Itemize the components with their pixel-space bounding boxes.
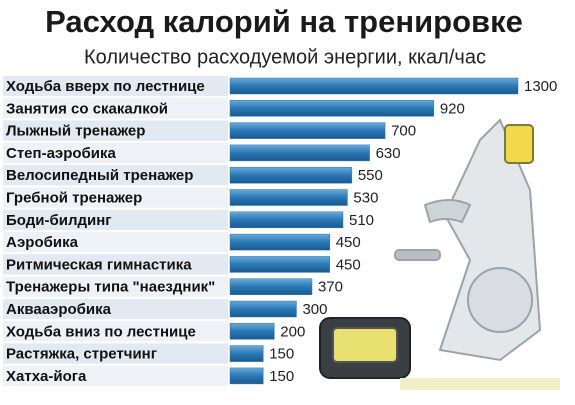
label-strip [3,321,228,342]
category-label: Гребной тренажер [6,189,142,206]
value-label: 530 [353,189,378,206]
value-label: 150 [269,346,294,363]
label-strip [3,298,228,320]
category-label: Занятия со скакалкой [6,100,168,117]
category-label: Ходьба вниз по лестнице [6,323,196,340]
bar [229,367,264,385]
bar [229,256,330,273]
value-label: 150 [269,368,294,385]
category-label: Тренажеры типа "наездник" [6,279,215,296]
category-label: Велосипедный тренажер [6,167,193,184]
value-label: 450 [336,256,361,273]
label-strip [3,120,228,141]
label-strip [3,231,228,253]
label-strip [3,276,228,297]
category-label: Степ-аэробика [6,145,117,162]
bar [229,100,435,117]
category-label: Ходьба вверх по лестнице [6,78,205,95]
value-label: 300 [302,301,327,318]
value-label: 1300 [524,78,557,95]
value-label: 700 [391,123,416,140]
bar [229,278,313,295]
label-strip [3,98,228,119]
bar [229,144,370,162]
value-label: 550 [358,167,383,184]
label-strip [3,75,228,97]
bar [229,233,330,251]
chart-subtitle: Количество расходуемой энергии, ккал/час [84,46,486,68]
bar [229,211,344,229]
bar [229,345,264,362]
category-label: Боди-билдинг [6,212,112,229]
category-label: Аэробика [6,234,79,251]
category-label: Лыжный тренажер [6,123,145,140]
category-label: Ритмическая гимнастика [6,256,192,273]
value-label: 200 [280,323,305,340]
value-label: 370 [318,279,343,296]
bike-illustration [319,118,560,390]
bar [229,122,386,139]
label-strip [3,209,228,230]
bar [229,323,275,340]
bar [229,189,348,206]
label-strip [3,142,228,164]
bar [229,300,297,318]
value-label: 920 [440,100,465,117]
value-label: 630 [376,145,401,162]
label-strip [3,343,228,364]
bar [229,166,353,184]
category-label: Растяжка, стретчинг [6,346,157,363]
label-strip [3,254,228,275]
value-label: 450 [336,234,361,251]
category-label: Хатха-йога [6,368,87,385]
value-label: 510 [349,212,374,229]
chart-title: Расход калорий на тренировке [45,4,523,39]
label-strip [3,365,228,387]
label-strip [3,187,228,208]
label-strip [3,165,228,186]
category-label: Аквааэробика [6,301,112,318]
bar [229,77,519,95]
